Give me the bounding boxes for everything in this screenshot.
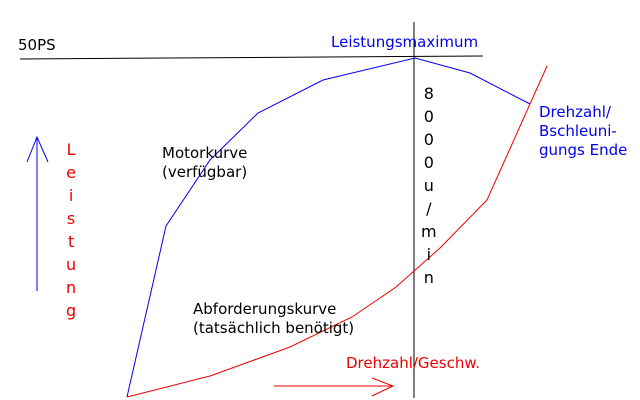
power-axis-arrowhead (26, 135, 49, 163)
vertical-letter: e (66, 163, 76, 182)
vertical-letter: 8 (423, 84, 434, 103)
vertical-letter: s (66, 209, 76, 228)
vertical-letter: i (68, 186, 74, 205)
speed-axis-label: Drehzahl/Geschw. (346, 354, 480, 372)
vertical-letter: 0 (423, 107, 434, 126)
speed-end-label: Drehzahl/ Bschleuni- gungs Ende (539, 103, 628, 159)
vertical-letter: u (423, 176, 434, 195)
vertical-letter: g (66, 301, 77, 320)
vertical-letter: 0 (423, 153, 434, 172)
speed-axis-arrowhead (371, 377, 395, 397)
power-value-label: 50PS (18, 36, 56, 54)
max-power-line (19, 55, 484, 60)
vertical-letter: n (423, 268, 434, 287)
vertical-letter: / (426, 199, 432, 218)
max-power-label: Leistungsmaximum (331, 33, 479, 51)
vertical-letter: n (66, 278, 77, 297)
vertical-letter: i (426, 245, 432, 264)
vertical-letter: 0 (423, 130, 434, 149)
vertical-letter: u (66, 255, 77, 274)
demand-curve (126, 65, 548, 398)
vertical-letter: L (66, 140, 76, 159)
demand-curve-label: Abforderungskurve (tatsächlich benötigt) (193, 300, 355, 337)
vertical-letter: m (421, 222, 437, 241)
vertical-letter: t (67, 232, 75, 251)
rpm-label: 8 0 0 0 u / m i n (421, 82, 437, 289)
engine-curve-label: Motorkurve (verfügbar) (162, 144, 248, 181)
engine-curve (126, 57, 531, 398)
